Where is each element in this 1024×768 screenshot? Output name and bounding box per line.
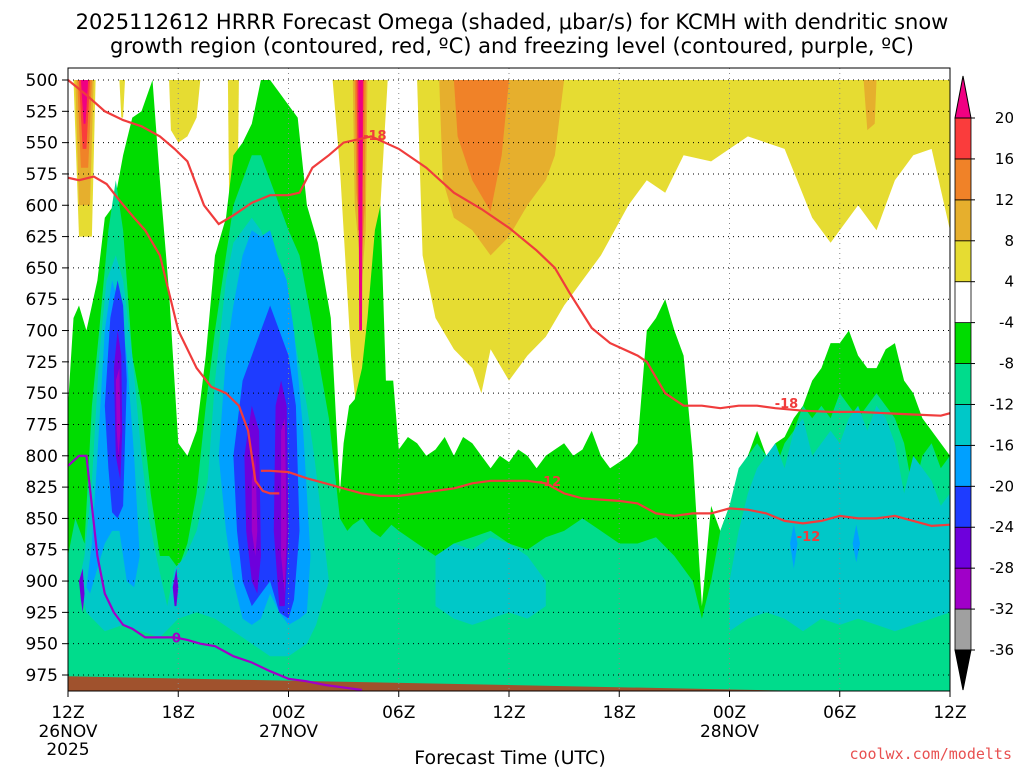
colorbar-label: 8 bbox=[1004, 232, 1014, 250]
shade-positive-12 bbox=[453, 80, 509, 212]
colorbar-box bbox=[954, 444, 972, 487]
x-tick-label: 06Z bbox=[823, 703, 856, 723]
chart-title-line1: 2025112612 HRRR Forecast Omega (shaded, … bbox=[76, 10, 949, 34]
contour-label-dgz-18-lower: -18 bbox=[775, 397, 799, 412]
contour-label-freezing-level: 0 bbox=[172, 631, 181, 646]
colorbar-label: 20 bbox=[995, 109, 1014, 127]
x-tick-year: 2025 bbox=[46, 740, 89, 760]
shade-negative-28 bbox=[281, 418, 287, 594]
x-tick-label: 12Z bbox=[492, 703, 525, 723]
contour-dgz-18-upper bbox=[68, 79, 950, 417]
colorbar-label: -16 bbox=[990, 436, 1015, 454]
colorbar-label: -32 bbox=[990, 600, 1015, 618]
grid bbox=[68, 68, 950, 691]
x-tick-label: 12Z bbox=[51, 703, 84, 723]
x-tick-label: 00Z bbox=[713, 703, 746, 723]
colorbar-label: -20 bbox=[990, 477, 1015, 495]
x-tick-date: 26NOV bbox=[38, 722, 97, 742]
y-tick-label: 825 bbox=[26, 478, 58, 498]
y-tick-label: 875 bbox=[26, 541, 58, 561]
x-tick-label: 00Z bbox=[272, 703, 305, 723]
x-tick-label: 18Z bbox=[162, 703, 195, 723]
shade-negative-16 bbox=[790, 524, 798, 569]
shade-negative-28 bbox=[115, 368, 121, 456]
shade-positive-4 bbox=[119, 80, 125, 118]
y-tick-label: 700 bbox=[26, 322, 58, 342]
colorbar-box bbox=[954, 485, 972, 528]
y-tick-label: 675 bbox=[26, 290, 58, 310]
colorbar-label: -36 bbox=[990, 641, 1015, 659]
colorbar-max-arrow bbox=[954, 75, 972, 119]
y-tick-label: 525 bbox=[26, 102, 58, 122]
colorbar-box bbox=[954, 117, 972, 160]
y-tick-label: 975 bbox=[26, 666, 58, 686]
y-tick-label: 950 bbox=[26, 635, 58, 655]
colorbar-box bbox=[954, 404, 972, 446]
contour-dgz-18-lower bbox=[68, 175, 280, 495]
colorbar-box bbox=[954, 363, 972, 405]
y-tick-label: 775 bbox=[26, 415, 58, 435]
colorbar-box bbox=[954, 240, 972, 283]
shade-ground bbox=[68, 676, 809, 691]
x-tick-label: 06Z bbox=[382, 703, 415, 723]
y-tick-label: 925 bbox=[26, 603, 58, 623]
contours: -18 -18 -12 -12 0 bbox=[68, 79, 950, 697]
contour-label-dgz-12: -12 bbox=[538, 475, 562, 490]
contour-label-dgz-18-upper: -18 bbox=[363, 129, 387, 144]
y-tick-label: 800 bbox=[26, 447, 58, 467]
shade-positive-8 bbox=[863, 80, 877, 131]
colorbar-min-arrow bbox=[954, 649, 972, 691]
contour-dgz-12 bbox=[260, 469, 950, 528]
y-tick-label: 550 bbox=[26, 134, 58, 154]
y-tick-label: 725 bbox=[26, 353, 58, 373]
x-tick-label: 12Z bbox=[933, 703, 966, 723]
x-tick-date: 27NOV bbox=[259, 722, 318, 742]
shade-negative-24 bbox=[172, 568, 179, 607]
y-tick-label: 900 bbox=[26, 572, 58, 592]
colorbar-box bbox=[954, 608, 972, 651]
shade-negative-12 bbox=[435, 537, 546, 625]
y-axis: 500 525 550 575 600 625 650 675 700 725 750 775 800 8… bbox=[26, 71, 68, 686]
shade-negative-24 bbox=[79, 568, 85, 613]
shade-negative-16 bbox=[852, 524, 860, 563]
x-axis-label: Forecast Time (UTC) bbox=[414, 747, 605, 768]
y-tick-label: 625 bbox=[26, 228, 58, 248]
x-tick-date: 28NOV bbox=[700, 722, 759, 742]
colorbar-box bbox=[954, 158, 972, 201]
colorbar-label: 12 bbox=[995, 191, 1014, 209]
y-tick-label: 850 bbox=[26, 509, 58, 529]
colorbar-box bbox=[954, 526, 972, 569]
y-tick-label: 600 bbox=[26, 196, 58, 216]
y-tick-label: 500 bbox=[26, 71, 58, 91]
shade-positive-4 bbox=[169, 80, 201, 143]
colorbar-label: -28 bbox=[990, 559, 1015, 577]
colorbar-box bbox=[954, 322, 972, 364]
colorbar-label: -24 bbox=[990, 518, 1015, 536]
y-tick-label: 650 bbox=[26, 259, 58, 279]
shade-positive-20 bbox=[358, 80, 363, 331]
contour-freezing-level-late bbox=[619, 694, 656, 697]
contour-freezing-level bbox=[68, 454, 363, 691]
y-tick-label: 575 bbox=[26, 165, 58, 185]
contour-label-dgz-12-low: -12 bbox=[797, 530, 821, 545]
credit-text: coolwx.com/modelts bbox=[849, 745, 1012, 763]
colorbar-label: 16 bbox=[995, 150, 1014, 168]
plot-area: -18 -18 -12 -12 0 bbox=[68, 68, 950, 697]
x-tick-label: 18Z bbox=[603, 703, 636, 723]
colorbar: -36 -32 -28 -24 -20 -16 -12 -8 -4 4 8 12 16 20 bbox=[954, 75, 1015, 691]
colorbar-box bbox=[954, 199, 972, 242]
colorbar-label: -12 bbox=[990, 395, 1015, 413]
colorbar-label: 4 bbox=[1004, 273, 1014, 291]
chart-title-line2: growth region (contoured, red, ºC) and f… bbox=[110, 34, 914, 58]
colorbar-box bbox=[954, 567, 972, 610]
y-tick-label: 750 bbox=[26, 384, 58, 404]
colorbar-label: -4 bbox=[999, 314, 1014, 332]
colorbar-label: -8 bbox=[999, 355, 1014, 373]
colorbar-box bbox=[954, 281, 972, 324]
